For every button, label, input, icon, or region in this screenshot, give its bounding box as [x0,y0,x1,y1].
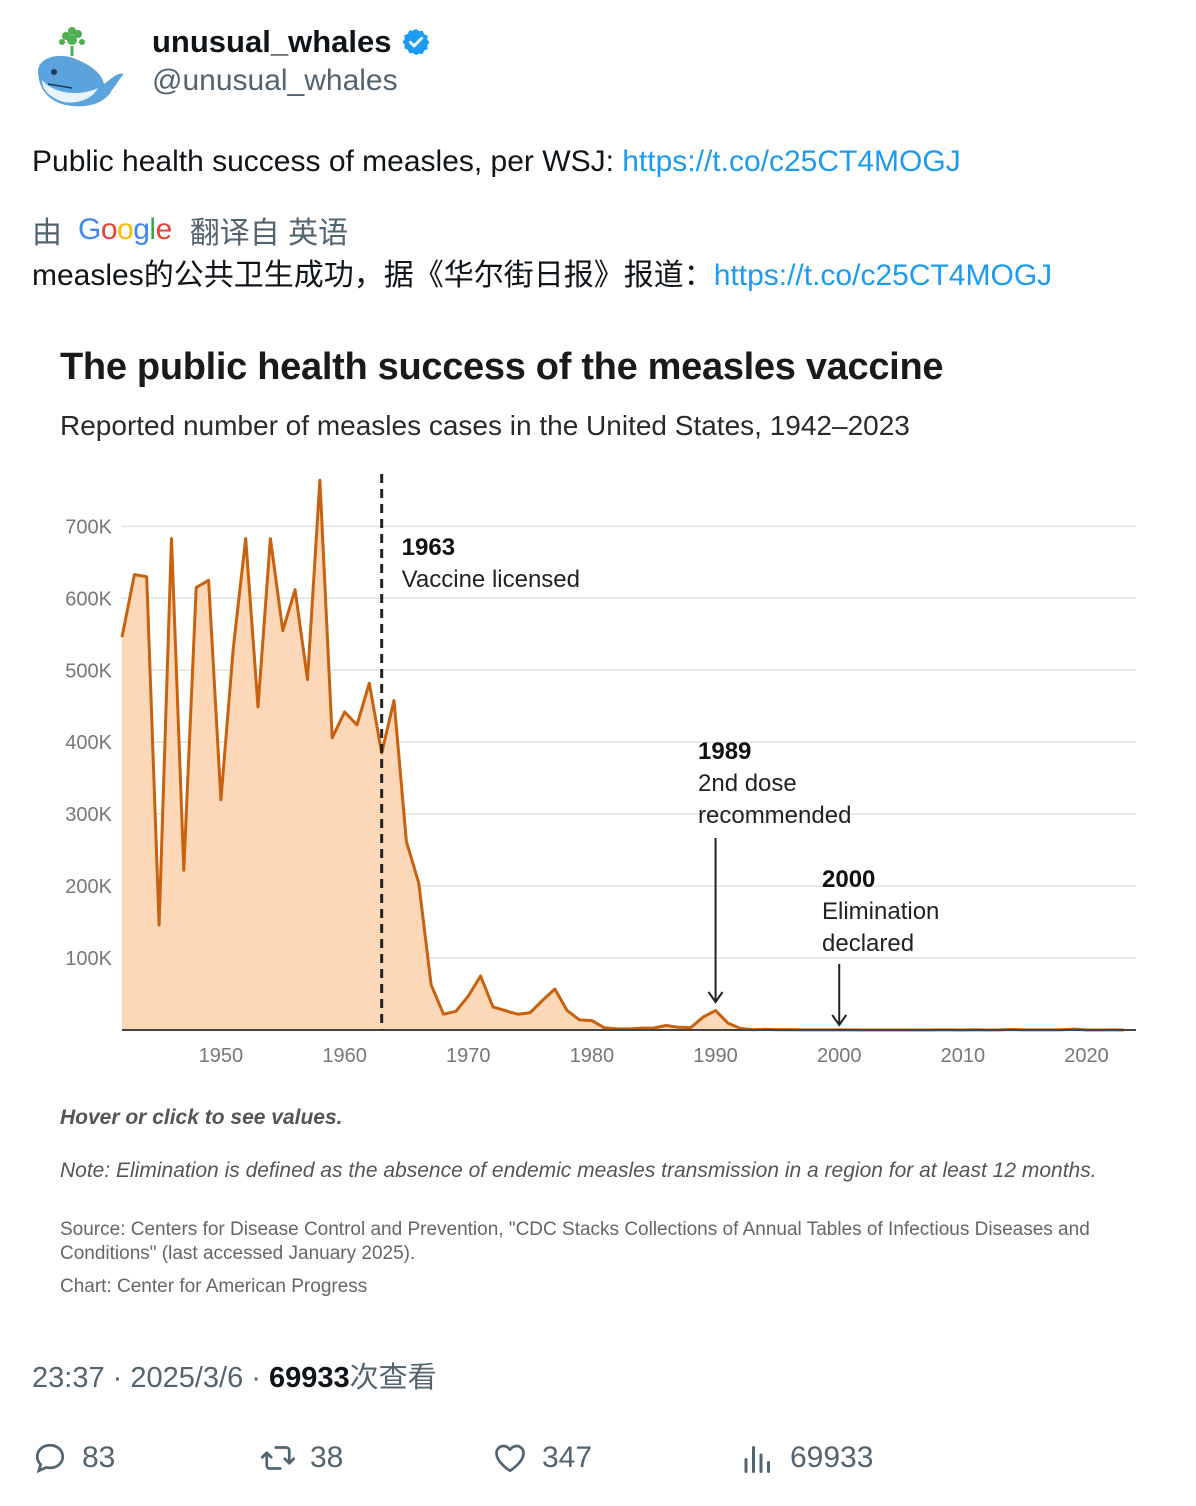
repost-icon [260,1446,296,1470]
tweet-meta: 23:37 · 2025/3/6 · 69933次查看 [32,1354,437,1396]
chart-source: Source: Centers for Disease Control and … [60,1219,1090,1264]
y-tick-label: 400K [65,732,112,754]
translation-suffix: 翻译自 英语 [189,217,349,250]
annotation-year: 1963 [402,534,455,561]
y-tick-label: 500K [65,660,112,682]
heart-icon [495,1444,525,1473]
y-tick-label: 600K [65,588,112,610]
verified-badge-icon [402,28,430,56]
annotation-year: 1989 [698,738,751,765]
chart-credit: Chart: Center for American Progress [60,1276,368,1297]
chart-subtitle: Reported number of measles cases in the … [60,410,910,441]
translation-prefix: 由 [32,217,62,250]
x-tick-label: 1960 [322,1045,367,1067]
x-tick-label: 2000 [817,1045,862,1067]
views-button[interactable]: 69933 [740,1440,873,1476]
arrow-head [831,1014,848,1027]
tweet-body: Public health success of measles, per WS… [32,145,623,178]
timestamp[interactable]: 23:37 · 2025/3/6 · [32,1362,269,1394]
reply-button[interactable]: 83 [32,1440,115,1476]
measles-chart: 100K 200K 300K 400K 500K 600K 700K 1950 1960 1970… [65,474,1136,1067]
annotation-label: Vaccine licensed [402,566,580,593]
reply-icon [35,1443,65,1474]
whale-avatar-icon [38,27,124,107]
chart-image[interactable]: The public health success of the measles… [32,326,1164,1324]
y-tick-label: 100K [65,948,112,970]
x-tick-label: 2020 [1064,1045,1109,1067]
display-name-text: unusual_whales [152,24,392,59]
y-tick-label: 200K [65,876,112,898]
area-fill [122,480,1124,1030]
chart-title: The public health success of the measles… [60,346,944,388]
x-tick-label: 1990 [693,1045,738,1067]
repost-button[interactable]: 38 [260,1440,343,1476]
action-bar: 83 38 347 69933 [32,1440,1164,1484]
tweet-text: Public health success of measles, per WS… [32,144,961,180]
translated-link[interactable]: https://t.co/c25CT4MOGJ [713,259,1053,292]
tweet-link[interactable]: https://t.co/c25CT4MOGJ [622,145,961,178]
like-count: 347 [542,1441,593,1474]
annotation-label: 2nd dose [698,770,797,797]
x-tick-label: 2010 [941,1045,986,1067]
translated-text: measles的公共卫生成功，据《华尔街日报》报道：https://t.co/c… [32,258,1052,294]
x-tick-label: 1950 [199,1045,244,1067]
translated-body: measles的公共卫生成功，据《华尔街日报》报道： [32,259,714,292]
annotation-label: recommended [698,802,851,829]
hover-note: Hover or click to see values. [60,1106,343,1129]
views-count: 69933 [790,1441,874,1474]
annotation-label: Elimination [822,898,939,925]
like-button[interactable]: 347 [492,1440,592,1476]
annotation-label: declared [822,930,914,957]
translation-attribution: 由 Google 翻译自 英语 [32,208,348,252]
arrow-head [707,991,724,1004]
view-count: 69933 [269,1362,350,1394]
repost-count: 38 [310,1441,344,1474]
x-tick-label: 1970 [446,1045,491,1067]
avatar[interactable] [32,22,128,118]
x-tick-label: 1980 [570,1045,615,1067]
y-tick-label: 700K [65,516,112,538]
view-suffix: 次查看 [349,1362,437,1394]
reply-count: 83 [82,1441,116,1474]
annotation-year: 2000 [822,866,875,893]
handle[interactable]: @unusual_whales [152,64,398,97]
analytics-icon [744,1446,770,1473]
y-tick-label: 300K [65,804,112,826]
google-logo: Google [78,213,172,246]
display-name[interactable]: unusual_whales [152,24,431,60]
chart-note: Note: Elimination is defined as the abse… [60,1159,1097,1182]
